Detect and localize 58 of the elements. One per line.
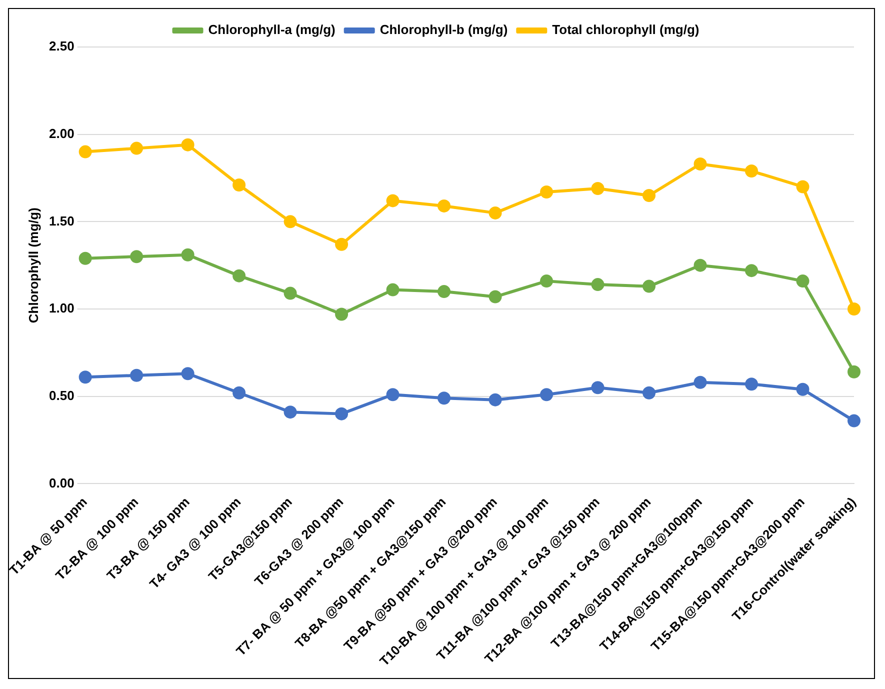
point — [488, 393, 502, 406]
point — [745, 164, 758, 178]
point — [284, 215, 297, 228]
point — [181, 138, 194, 152]
point — [848, 365, 860, 378]
point — [540, 274, 554, 288]
point — [642, 188, 656, 202]
point — [642, 386, 656, 400]
y-tick-label: 1.50 — [49, 213, 74, 228]
point — [386, 283, 400, 296]
point — [284, 406, 297, 419]
point — [848, 414, 860, 428]
point — [232, 386, 246, 400]
y-tick-label: 1.00 — [49, 300, 74, 316]
legend-label: Chlorophyll-b (mg/g) — [380, 22, 508, 38]
point — [438, 285, 451, 298]
point — [232, 269, 246, 282]
point — [78, 370, 92, 384]
point — [745, 264, 758, 278]
y-tick-label: 0.00 — [49, 475, 74, 490]
y-tick-label: 2.00 — [49, 126, 74, 141]
point — [796, 382, 810, 396]
point — [130, 250, 144, 264]
point — [78, 252, 92, 265]
point — [540, 388, 554, 402]
point — [181, 248, 194, 262]
point — [284, 286, 297, 300]
point — [232, 178, 246, 192]
point — [540, 185, 554, 198]
y-axis-title: Chlorophyll (mg/g) — [26, 208, 41, 324]
point — [130, 368, 144, 382]
point — [386, 388, 400, 402]
point — [694, 158, 707, 171]
point — [78, 145, 92, 158]
point — [335, 407, 348, 420]
point — [438, 199, 451, 212]
point — [488, 206, 502, 220]
point — [130, 142, 144, 155]
point — [591, 278, 604, 292]
point — [386, 194, 400, 208]
point — [694, 258, 707, 272]
y-tick-label: 2.50 — [49, 38, 74, 54]
legend-label: Chlorophyll-a (mg/g) — [208, 22, 336, 38]
point — [642, 280, 656, 293]
point — [488, 290, 502, 304]
point — [591, 381, 604, 394]
point — [335, 308, 348, 321]
y-tick-label: 0.50 — [49, 388, 74, 403]
point — [848, 302, 860, 316]
point — [796, 180, 810, 194]
point — [796, 274, 810, 288]
point — [745, 378, 758, 391]
point — [591, 182, 604, 195]
legend-label: Total chlorophyll (mg/g) — [552, 22, 700, 38]
point — [438, 392, 451, 405]
point — [694, 376, 707, 389]
point — [181, 367, 194, 380]
point — [335, 238, 348, 251]
